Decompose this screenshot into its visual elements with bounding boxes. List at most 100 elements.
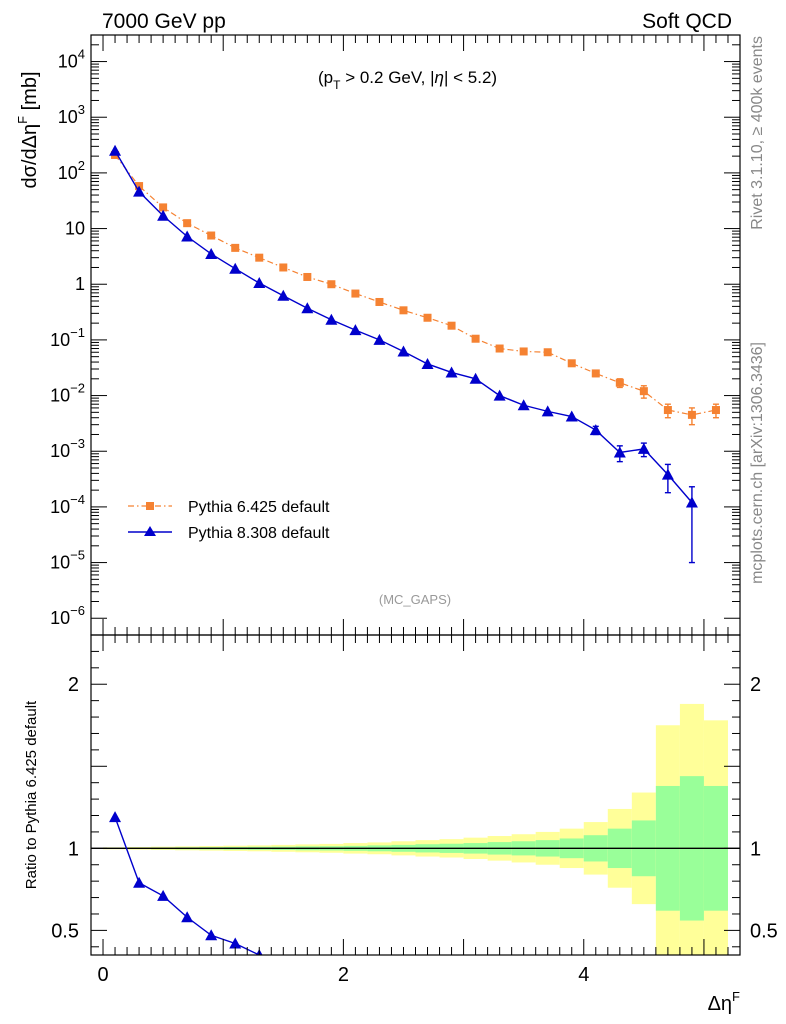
ratio-y-tick-label-right: 0.5 [750,920,778,942]
point-pythia6 [255,253,264,262]
main-plot-content [109,144,720,564]
line-pythia6 [114,154,717,416]
point-pythia6 [327,280,336,289]
point-pythia8 [301,302,314,314]
point-pythia6 [375,297,384,306]
main-y-axis-label: dσ/dΔηF [mb] [15,71,41,188]
main-y-tick-label: 10−5 [50,548,85,573]
ratio-point-pythia8 [205,929,218,941]
point-pythia8 [469,372,482,384]
series-pythia6 [111,150,720,426]
point-pythia6 [519,347,528,356]
point-pythia8 [685,496,698,508]
ratio-y-tick-label: 0.5 [51,920,79,942]
point-pythia6 [231,243,240,252]
point-pythia8 [541,405,554,417]
point-pythia8 [493,389,506,401]
point-pythia8 [325,313,338,325]
point-pythia8 [661,468,674,480]
point-pythia8 [181,230,194,242]
x-axis-label: ΔηF [708,989,740,1015]
point-pythia6 [303,272,312,281]
point-pythia6 [207,231,216,240]
ratio-y-tick-label-right: 1 [750,838,761,860]
x-tick-label: 2 [338,964,349,986]
ratio-panel: 0.5 0.5 1 1 2 2 0 2 4 Ratio to Pythia 6.425 def… [23,634,778,1015]
main-y-tick-label: 10−2 [50,381,85,406]
point-pythia8 [397,345,410,357]
main-y-tick-label: 104 [58,47,85,72]
main-y-tick-label: 10−4 [50,492,85,517]
main-panel: 10−6 10−5 10−4 10−3 10−2 10−1 1 10 102 103 104 (pT… [15,34,741,636]
main-y-tick-label: 10 [65,219,85,239]
cut-label: (pT > 0.2 GeV, |η| < 5.2) [318,68,497,92]
main-y-tick-label: 102 [58,158,85,183]
point-pythia6 [495,344,504,353]
point-pythia6 [399,306,408,315]
ratio-point-pythia8 [109,811,122,823]
header-right-label: Soft QCD [642,10,732,33]
point-pythia8 [205,247,218,259]
ratio-y-tick-label-right: 2 [750,674,761,696]
point-pythia8 [421,357,434,369]
point-pythia6 [663,406,672,415]
legend-label-pythia8: Pythia 8.308 default [188,525,330,542]
point-pythia8 [373,333,386,345]
ratio-point-pythia8 [181,911,194,923]
main-y-tick-label: 10−3 [50,436,85,461]
main-y-tick-label: 1 [75,274,85,294]
point-pythia8 [517,399,530,411]
main-y-axis: 10−6 10−5 10−4 10−3 10−2 10−1 1 10 102 103 104 [50,44,740,628]
point-pythia6 [687,410,696,419]
point-pythia8 [253,277,266,289]
point-pythia6 [615,378,624,387]
point-pythia6 [591,369,600,378]
point-pythia6 [471,334,480,343]
point-pythia6 [279,263,288,272]
ratio-point-pythia8 [133,876,146,888]
x-tick-label: 4 [578,964,589,986]
mcplots-side-label: mcplots.cern.ch [arXiv:1306.3436] [749,342,766,584]
point-pythia8 [613,446,626,458]
ratio-x-axis: 0 2 4 [97,635,729,986]
point-pythia8 [565,410,578,422]
point-pythia8 [637,442,650,454]
ratio-point-pythia8 [157,889,170,901]
analysis-label: (MC_GAPS) [379,592,451,607]
ratio-y-axis-label: Ratio to Pythia 6.425 default [23,700,40,889]
rivet-side-label: Rivet 3.1.10, ≥ 400k events [749,36,766,230]
point-pythia8 [157,209,170,221]
legend-marker-pythia8 [144,526,156,536]
legend: Pythia 6.425 default Pythia 8.308 defaul… [128,499,330,542]
legend-label-pythia6: Pythia 6.425 default [188,499,330,516]
point-pythia6 [423,313,432,322]
legend-item-pythia6: Pythia 6.425 default [128,499,330,516]
ratio-plot-content [91,703,740,955]
point-pythia8 [277,289,290,301]
point-pythia8 [133,185,146,197]
point-pythia6 [567,359,576,368]
main-frame [90,34,741,636]
legend-marker-pythia6 [146,502,154,510]
main-y-tick-label: 103 [58,102,85,127]
point-pythia8 [229,262,242,274]
main-x-ticks [102,35,729,635]
point-pythia6 [447,321,456,330]
legend-item-pythia8: Pythia 8.308 default [128,525,330,542]
ratio-y-tick-label: 1 [68,838,79,860]
series-pythia8 [109,144,698,564]
point-pythia6 [639,387,648,396]
ratio-point-pythia8 [229,937,242,949]
ratio-y-tick-label: 2 [68,674,79,696]
x-tick-label: 0 [97,964,108,986]
ratio-series-pythia8 [109,811,263,955]
point-pythia8 [445,366,458,378]
ratio-y-axis: 0.5 0.5 1 1 2 2 [51,650,778,948]
point-pythia8 [589,424,602,436]
point-pythia6 [351,289,360,298]
point-pythia6 [183,219,192,228]
main-y-tick-label: 10−6 [50,603,85,628]
main-y-tick-label: 10−1 [50,325,85,350]
point-pythia6 [159,203,168,212]
